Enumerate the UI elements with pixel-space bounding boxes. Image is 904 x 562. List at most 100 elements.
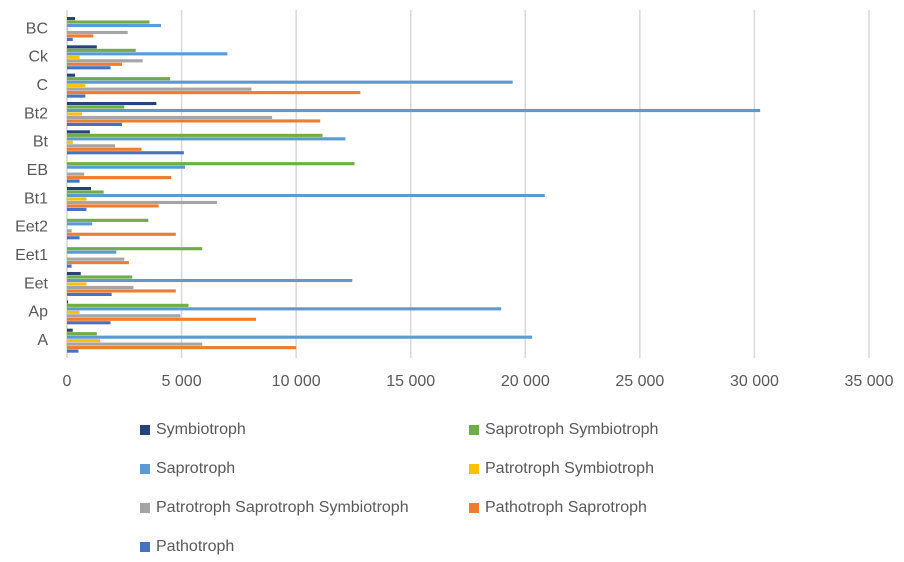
bar bbox=[67, 275, 132, 278]
bar bbox=[67, 137, 345, 140]
y-tick-label: EB bbox=[27, 162, 48, 179]
bar bbox=[67, 329, 73, 332]
legend-marker bbox=[140, 464, 150, 474]
bar bbox=[67, 204, 159, 207]
bar bbox=[67, 304, 188, 307]
legend-marker bbox=[469, 425, 479, 435]
legend-label: Pathotroph bbox=[156, 538, 234, 555]
bar bbox=[67, 201, 217, 204]
bar bbox=[67, 119, 320, 122]
y-tick-label: BC bbox=[26, 20, 48, 37]
legend-label: Patrotroph Saprotroph Symbiotroph bbox=[156, 499, 409, 516]
y-tick-label: Eet1 bbox=[15, 247, 48, 264]
y-tick-label: Bt bbox=[33, 134, 49, 151]
bar bbox=[67, 261, 129, 264]
bar bbox=[67, 112, 82, 115]
bar bbox=[67, 279, 352, 282]
bar bbox=[67, 176, 171, 179]
bar bbox=[67, 81, 513, 84]
bar bbox=[67, 52, 227, 55]
legend-marker bbox=[140, 425, 150, 435]
bar bbox=[67, 251, 116, 254]
bar bbox=[67, 141, 73, 144]
x-tick-label: 25 000 bbox=[615, 373, 664, 390]
bar bbox=[67, 350, 78, 353]
y-tick-label: Eet2 bbox=[15, 219, 48, 236]
bar bbox=[67, 49, 136, 52]
bar bbox=[67, 286, 133, 289]
legend-marker bbox=[140, 503, 150, 513]
x-tick-label: 0 bbox=[63, 373, 72, 390]
bar bbox=[67, 130, 90, 133]
bar bbox=[67, 339, 100, 342]
bar bbox=[67, 134, 322, 137]
bar bbox=[67, 318, 256, 321]
x-tick-label: 10 000 bbox=[272, 373, 321, 390]
bar bbox=[67, 24, 161, 27]
legend-marker bbox=[140, 542, 150, 552]
bar bbox=[67, 293, 112, 296]
bar bbox=[67, 219, 148, 222]
y-tick-label: C bbox=[36, 77, 48, 94]
bar bbox=[67, 77, 170, 80]
bar bbox=[67, 162, 355, 165]
legend-marker bbox=[469, 464, 479, 474]
y-tick-label: Bt1 bbox=[24, 190, 48, 207]
bar bbox=[67, 300, 68, 303]
bar bbox=[67, 17, 75, 20]
bar bbox=[67, 343, 202, 346]
legend-label: Pathotroph Saprotroph bbox=[485, 499, 647, 516]
bar bbox=[67, 307, 501, 310]
bar bbox=[67, 233, 176, 236]
bar bbox=[67, 282, 86, 285]
x-tick-label: 35 000 bbox=[845, 373, 894, 390]
bar bbox=[67, 56, 80, 59]
bar bbox=[67, 66, 111, 69]
bar bbox=[67, 102, 156, 105]
x-tick-label: 15 000 bbox=[386, 373, 435, 390]
bar bbox=[67, 229, 72, 232]
bar bbox=[67, 190, 104, 193]
bar bbox=[67, 336, 532, 339]
x-tick-label: 20 000 bbox=[501, 373, 550, 390]
bar bbox=[67, 314, 180, 317]
x-tick-label: 30 000 bbox=[730, 373, 779, 390]
bar bbox=[67, 265, 72, 268]
bar bbox=[67, 208, 86, 211]
bar bbox=[67, 59, 143, 62]
legend-label: Saprotroph Symbiotroph bbox=[485, 421, 658, 438]
bar bbox=[67, 27, 68, 30]
y-tick-label: Ap bbox=[28, 304, 48, 321]
bar bbox=[67, 20, 149, 23]
bar bbox=[67, 144, 115, 147]
bar bbox=[67, 258, 124, 261]
bar bbox=[67, 74, 75, 77]
bar bbox=[67, 116, 272, 119]
bar bbox=[67, 222, 92, 225]
legend-label: Patrotroph Symbiotroph bbox=[485, 460, 654, 477]
y-tick-label: Eet bbox=[24, 275, 49, 292]
bar bbox=[67, 45, 97, 48]
bar bbox=[67, 247, 202, 250]
bar bbox=[67, 91, 360, 94]
bar bbox=[67, 31, 128, 34]
bar bbox=[67, 173, 84, 176]
bar bbox=[67, 63, 122, 66]
bar bbox=[67, 166, 185, 169]
bar bbox=[67, 88, 251, 91]
y-tick-label: A bbox=[37, 332, 48, 349]
bar bbox=[67, 34, 93, 37]
bar bbox=[67, 321, 111, 324]
legend-label: Symbiotroph bbox=[156, 421, 246, 438]
bar bbox=[67, 151, 184, 154]
bar bbox=[67, 311, 80, 314]
bar bbox=[67, 38, 73, 41]
bar bbox=[67, 187, 91, 190]
legend-marker bbox=[469, 503, 479, 513]
chart: 05 00010 00015 00020 00025 00030 00035 0… bbox=[0, 0, 904, 562]
bar bbox=[67, 194, 545, 197]
bar bbox=[67, 180, 80, 183]
bar bbox=[67, 95, 85, 98]
bar bbox=[67, 123, 122, 126]
bar bbox=[67, 84, 85, 87]
